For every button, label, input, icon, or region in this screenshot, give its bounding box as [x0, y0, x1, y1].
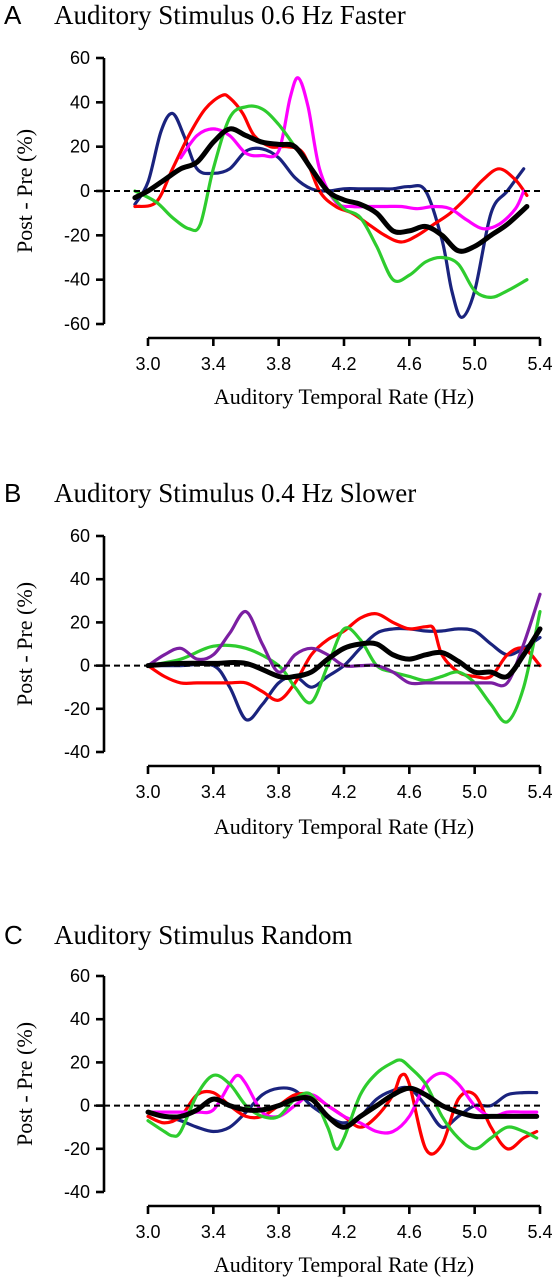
series-line-1 — [133, 111, 526, 319]
y-tick-label: -60 — [64, 314, 90, 334]
x-axis-label: Auditory Temporal Rate (Hz) — [214, 384, 474, 409]
x-tick-label: 3.0 — [135, 1222, 160, 1242]
series-line-2 — [133, 93, 529, 244]
y-tick-label: -20 — [64, 699, 90, 719]
x-tick-label: 3.8 — [266, 782, 291, 802]
x-tick-label: 4.6 — [397, 354, 422, 374]
y-axis-label: Post - Pre (%) — [12, 1022, 37, 1146]
x-tick-label: 3.4 — [201, 782, 226, 802]
x-axis-label: Auditory Temporal Rate (Hz) — [214, 814, 474, 839]
x-tick-label: 5.0 — [462, 782, 487, 802]
y-tick-label: -40 — [64, 742, 90, 762]
y-axis-label: Post - Pre (%) — [12, 582, 37, 706]
y-tick-label: 0 — [80, 656, 90, 676]
x-tick-label: 4.2 — [331, 354, 356, 374]
y-axis-label: Post - Pre (%) — [12, 129, 37, 253]
y-tick-label: 60 — [70, 966, 90, 986]
chart-title: Auditory Stimulus Random — [54, 920, 353, 950]
y-tick-label: -20 — [64, 225, 90, 245]
y-tick-label: -40 — [64, 270, 90, 290]
chart-title: Auditory Stimulus 0.4 Hz Slower — [54, 478, 416, 508]
panel-letter: A — [4, 0, 22, 30]
series-line-mean — [145, 1085, 540, 1130]
series-line-4 — [146, 1058, 539, 1151]
x-tick-label: 3.8 — [266, 354, 291, 374]
y-tick-label: 20 — [70, 1052, 90, 1072]
x-tick-label: 4.2 — [331, 1222, 356, 1242]
chart-panel-b: B Auditory Stimulus 0.4 Hz Slower 60 40 20 0 -… — [4, 478, 553, 839]
x-tick-label: 5.4 — [527, 354, 552, 374]
y-tick-label: 0 — [80, 181, 90, 201]
y-tick-label: 40 — [70, 569, 90, 589]
y-tick-label: 60 — [70, 526, 90, 546]
x-tick-label: 3.0 — [135, 782, 160, 802]
x-tick-label: 5.0 — [462, 354, 487, 374]
y-tick-label: 60 — [70, 48, 90, 68]
x-tick-label: 3.4 — [201, 1222, 226, 1242]
y-tick-label: 20 — [70, 137, 90, 157]
x-tick-label: 3.4 — [201, 354, 226, 374]
series-line-3 — [146, 1071, 539, 1135]
y-tick-label: 40 — [70, 1009, 90, 1029]
x-tick-label: 5.0 — [462, 1222, 487, 1242]
x-tick-label: 3.0 — [135, 354, 160, 374]
y-tick-label: -20 — [64, 1139, 90, 1159]
chart-panel-a: A Auditory Stimulus 0.6 Hz Faster 60 40 20 0 -… — [4, 0, 553, 409]
series-line-1 — [146, 626, 542, 722]
chart-title: Auditory Stimulus 0.6 Hz Faster — [54, 0, 406, 30]
series-line-2 — [146, 612, 542, 702]
series-line-mean — [145, 626, 543, 681]
x-tick-label: 4.6 — [397, 1222, 422, 1242]
x-tick-label: 5.4 — [527, 1222, 552, 1242]
x-axis-label: Auditory Temporal Rate (Hz) — [214, 1252, 474, 1277]
y-tick-label: 40 — [70, 92, 90, 112]
x-tick-label: 5.4 — [527, 782, 552, 802]
x-tick-label: 4.6 — [397, 782, 422, 802]
series-line-3 — [179, 76, 526, 231]
y-tick-label: -40 — [64, 1182, 90, 1202]
x-tick-label: 3.8 — [266, 1222, 291, 1242]
panel-letter: C — [4, 920, 23, 950]
chart-panel-c: C Auditory Stimulus Random 60 40 20 0 -20 -40 3.… — [4, 920, 553, 1277]
y-tick-label: 0 — [80, 1096, 90, 1116]
x-tick-label: 4.2 — [331, 782, 356, 802]
y-tick-label: 20 — [70, 612, 90, 632]
panel-letter: B — [4, 478, 21, 508]
